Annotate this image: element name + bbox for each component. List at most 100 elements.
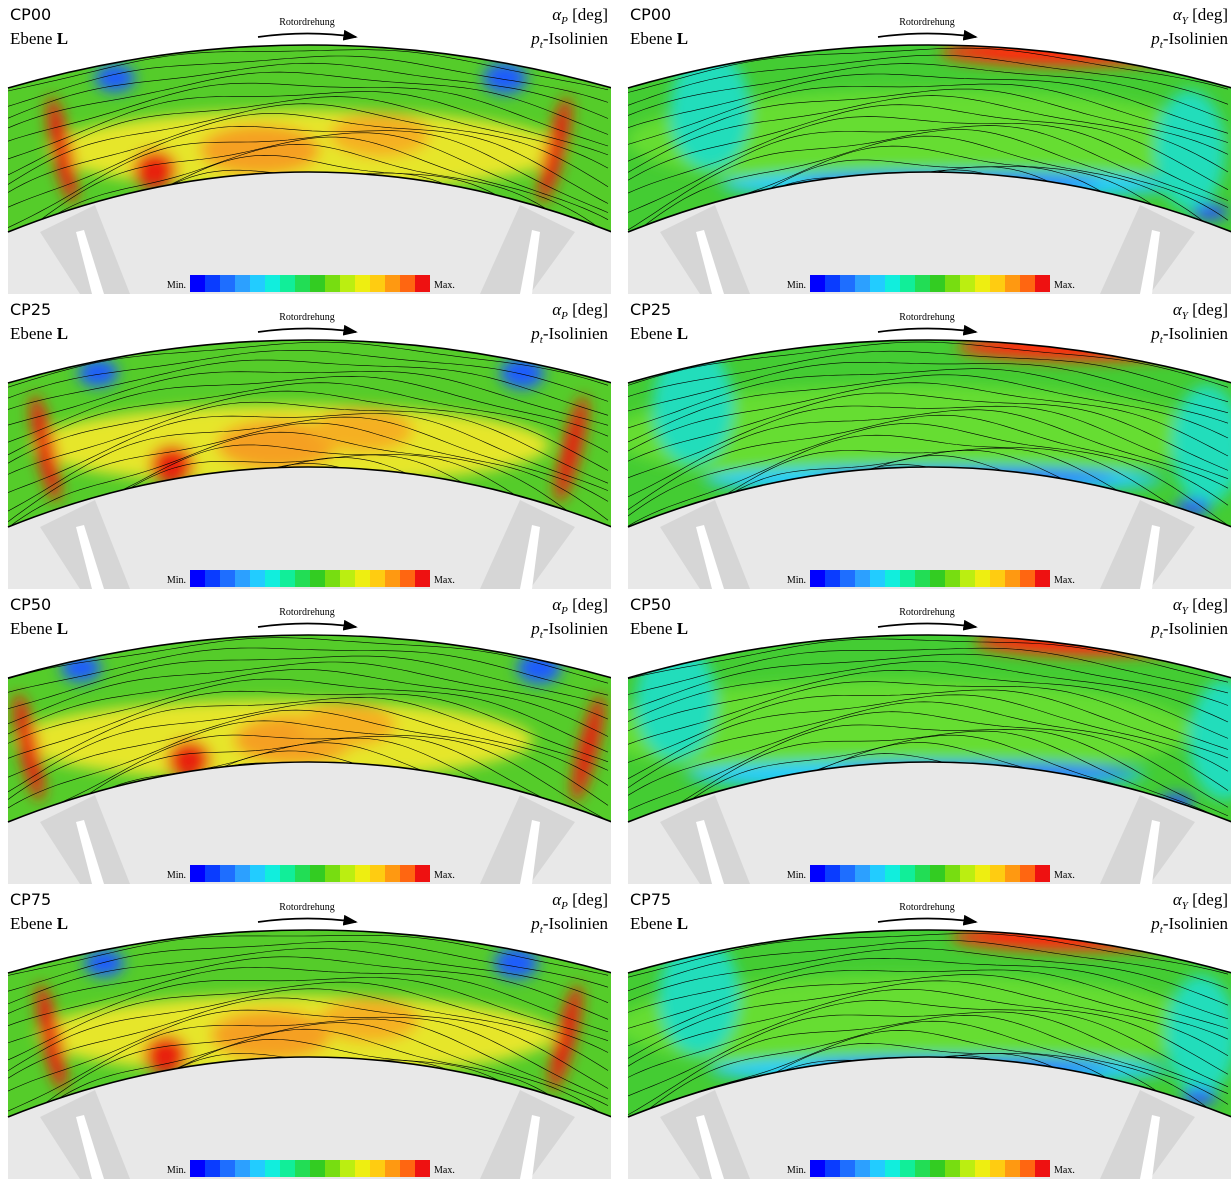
- colorbar-cell: [915, 865, 930, 882]
- colorbar-cell: [325, 275, 340, 292]
- plane-text: Ebene: [10, 324, 52, 343]
- field-region: [659, 935, 739, 1055]
- colorbar-cell: [870, 865, 885, 882]
- plane-label: Ebene L: [10, 29, 68, 48]
- contour-panel: CP75Ebene LRotordrehungαY [deg]pt-Isolin…: [620, 885, 1231, 1179]
- colorbar-min: Min.: [787, 1165, 806, 1176]
- rotation-arrow: [258, 919, 356, 923]
- colorbar-cell: [810, 570, 825, 587]
- plane-text: Ebene: [10, 29, 52, 48]
- colorbar-cell: [990, 570, 1005, 587]
- isolines-symbol: p: [1150, 619, 1160, 638]
- quantity-unit: [deg]: [1188, 890, 1228, 909]
- colorbar-cell: [945, 275, 960, 292]
- colorbar-cell: [325, 570, 340, 587]
- colorbar-cell: [945, 865, 960, 882]
- colorbar-cell: [810, 1160, 825, 1177]
- quantity-unit: [deg]: [568, 595, 608, 614]
- colorbar-cell: [960, 570, 975, 587]
- isolines-symbol: p: [1150, 914, 1160, 933]
- isolines-label: pt-Isolinien: [1150, 914, 1228, 936]
- colorbar-cell: [385, 275, 400, 292]
- contour-panel: CP50Ebene LRotordrehungαY [deg]pt-Isolin…: [620, 590, 1231, 884]
- quantity-label: αY [deg]: [1173, 5, 1228, 27]
- rotation-arrow: [258, 624, 356, 628]
- colorbar-cell: [855, 275, 870, 292]
- colorbar-cell: [370, 275, 385, 292]
- plane-id: L: [677, 619, 688, 638]
- rotation-label: Rotordrehung: [279, 17, 335, 28]
- plane-label: Ebene L: [10, 619, 68, 638]
- colorbar-cell: [870, 275, 885, 292]
- colorbar-max: Max.: [434, 575, 455, 586]
- plane-label: Ebene L: [10, 914, 68, 933]
- plane-text: Ebene: [10, 619, 52, 638]
- colorbar-max: Max.: [1054, 280, 1075, 291]
- colorbar-cell: [975, 275, 990, 292]
- colorbar-cell: [930, 1160, 945, 1177]
- rotation-arrow: [258, 34, 356, 38]
- isolines-label: pt-Isolinien: [530, 914, 608, 936]
- isolines-label: pt-Isolinien: [530, 324, 608, 346]
- colorbar-cell: [1020, 570, 1035, 587]
- colorbar-cell: [250, 1160, 265, 1177]
- quantity-label: αY [deg]: [1173, 595, 1228, 617]
- panel-label: CP25: [10, 300, 51, 319]
- isolines-text: -Isolinien: [1163, 619, 1229, 638]
- colorbar-min: Min.: [167, 280, 186, 291]
- colorbar-cell: [990, 1160, 1005, 1177]
- colorbar-cell: [340, 570, 355, 587]
- colorbar-cell: [885, 275, 900, 292]
- quantity-unit: [deg]: [568, 300, 608, 319]
- colorbar-cell: [840, 1160, 855, 1177]
- colorbar-cell: [840, 570, 855, 587]
- colorbar-cell: [1020, 1160, 1035, 1177]
- colorbar-min: Min.: [787, 280, 806, 291]
- colorbar-min: Min.: [787, 870, 806, 881]
- panel-label: CP00: [630, 5, 671, 24]
- colorbar-min: Min.: [167, 870, 186, 881]
- isolines-symbol: p: [530, 914, 540, 933]
- plane-label: Ebene L: [630, 324, 688, 343]
- field-region: [1192, 204, 1228, 220]
- colorbar-cell: [825, 275, 840, 292]
- colorbar-cell: [975, 865, 990, 882]
- colorbar-cell: [855, 1160, 870, 1177]
- colorbar-cell: [415, 865, 430, 882]
- colorbar-cell: [355, 570, 370, 587]
- colorbar-cell: [220, 1160, 235, 1177]
- colorbar-cell: [280, 865, 295, 882]
- plane-label: Ebene L: [630, 914, 688, 933]
- colorbar-cell: [415, 275, 430, 292]
- panel-label: CP50: [630, 595, 671, 614]
- plane-id: L: [677, 914, 688, 933]
- colorbar-cell: [930, 570, 945, 587]
- isolines-label: pt-Isolinien: [1150, 324, 1228, 346]
- colorbar-cell: [945, 570, 960, 587]
- colorbar-cell: [220, 570, 235, 587]
- rotation-label: Rotordrehung: [899, 312, 955, 323]
- panel-label: CP75: [630, 890, 671, 909]
- plane-label: Ebene L: [10, 324, 68, 343]
- colorbar-cell: [295, 570, 310, 587]
- rotation-label: Rotordrehung: [279, 902, 335, 913]
- colorbar-cell: [220, 865, 235, 882]
- isolines-symbol: p: [530, 324, 540, 343]
- rotation-arrow: [878, 624, 976, 628]
- colorbar-max: Max.: [434, 1165, 455, 1176]
- rotation-arrow: [878, 919, 976, 923]
- colorbar-cell: [855, 570, 870, 587]
- colorbar-cell: [825, 1160, 840, 1177]
- colorbar-cell: [355, 1160, 370, 1177]
- quantity-label: αP [deg]: [552, 595, 608, 617]
- colorbar-max: Max.: [1054, 1165, 1075, 1176]
- colorbar-cell: [250, 865, 265, 882]
- colorbar-cell: [235, 275, 250, 292]
- isolines-text: -Isolinien: [543, 324, 609, 343]
- rotation-label: Rotordrehung: [279, 312, 335, 323]
- contour-panel: CP50Ebene LRotordrehungαP [deg]pt-Isolin…: [0, 590, 611, 884]
- colorbar-cell: [415, 1160, 430, 1177]
- colorbar-cell: [400, 570, 415, 587]
- plane-text: Ebene: [630, 619, 672, 638]
